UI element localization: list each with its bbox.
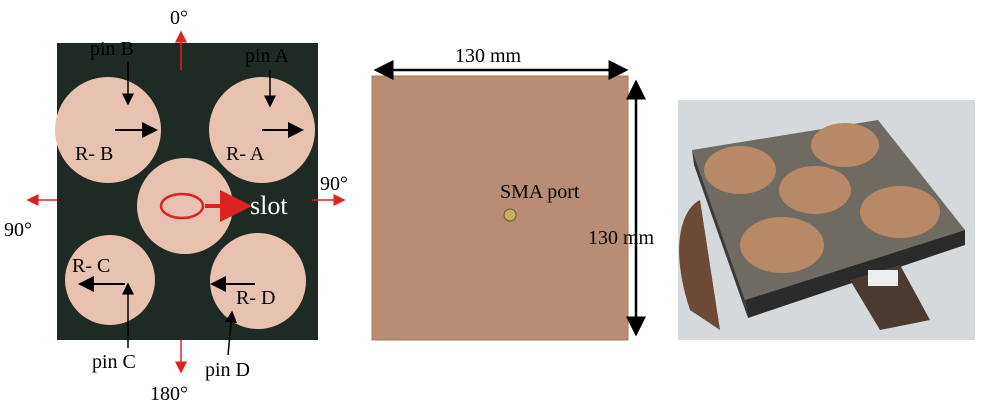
- patch-label: R- B: [75, 143, 113, 165]
- antenna-photo: [678, 100, 975, 340]
- slot-label: slot: [250, 191, 288, 220]
- antenna-top-view: [26, 30, 346, 374]
- angle-label: 180°: [150, 383, 188, 405]
- antenna-back-view: [371, 60, 646, 341]
- pin-label: pin D: [205, 359, 250, 381]
- patch-label: R- D: [236, 287, 275, 309]
- angle-label: 0°: [170, 7, 188, 29]
- dimension-label: 130 mm: [588, 227, 655, 249]
- angle-label: 90°: [4, 219, 32, 241]
- pin-label: pin A: [245, 45, 289, 67]
- patch-label: R- A: [226, 143, 265, 165]
- pin-label: pin C: [92, 351, 136, 373]
- port-label: SMA port: [500, 181, 580, 203]
- pin-label: pin B: [90, 38, 134, 60]
- angle-label: 90°: [320, 173, 348, 195]
- dimension-label: 130 mm: [455, 45, 522, 67]
- patch-label: R- C: [72, 255, 110, 277]
